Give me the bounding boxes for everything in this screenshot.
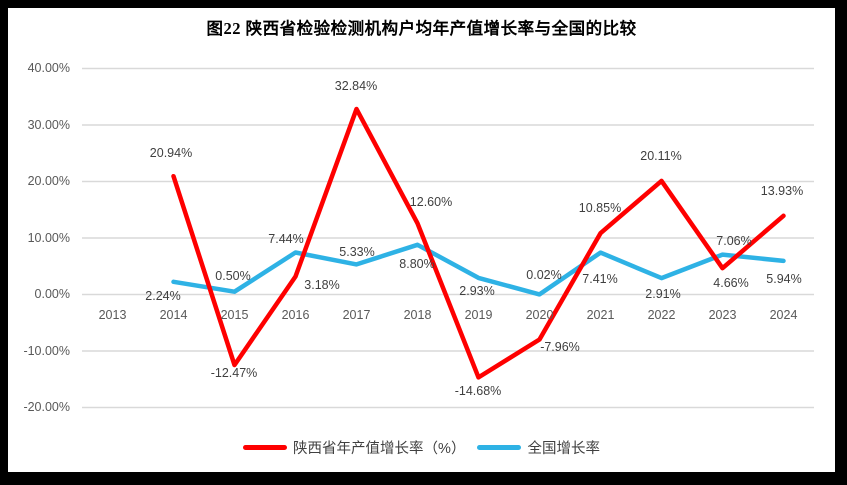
data-label: 3.18% (304, 278, 340, 292)
data-label: 13.93% (760, 184, 804, 198)
data-label: 2.91% (645, 287, 681, 301)
x-tick-label: 2024 (769, 308, 798, 322)
data-label: -12.47% (210, 366, 258, 380)
data-label: 10.85% (578, 201, 622, 215)
y-tick-label: 20.00% (27, 174, 70, 188)
chart-canvas (8, 8, 835, 472)
y-tick-label: 10.00% (27, 230, 70, 245)
series-line-shaanxi (171, 106, 786, 380)
data-label: 0.50% (215, 269, 251, 283)
data-label: 32.84% (334, 79, 378, 93)
y-tick-label: -10.00% (23, 343, 70, 358)
data-label: 5.94% (766, 272, 802, 286)
data-label: 7.41% (582, 272, 618, 286)
x-tick-label: 2015 (220, 308, 249, 322)
chart-title: 图22 陕西省检验检测机构户均年产值增长率与全国的比较 (206, 19, 637, 38)
legend-label-national: 全国增长率 (527, 440, 600, 457)
data-label: 12.60% (409, 195, 453, 209)
y-tick-label: 30.00% (27, 117, 70, 132)
x-tick-label: 2023 (708, 308, 737, 322)
data-label: 8.80% (399, 257, 435, 271)
x-tick-label: 2017 (342, 308, 371, 322)
data-label: 20.94% (149, 146, 193, 160)
legend-line-swatch-blue (477, 444, 522, 450)
x-tick-label: 2016 (281, 308, 310, 322)
data-label: -7.96% (540, 340, 580, 354)
legend-label-shaanxi: 陕西省年产值增长率（%） (293, 440, 466, 457)
legend-line-swatch-red (243, 444, 288, 450)
y-tick-label: 0.00% (34, 287, 70, 301)
legend-item-shaanxi: 陕西省年产值增长率（%） (243, 437, 465, 458)
x-tick-label: 2021 (586, 308, 615, 322)
data-label: 2.93% (459, 284, 495, 298)
x-tick-label: 2018 (403, 308, 432, 322)
legend: 陕西省年产值增长率（%） 全国增长率 (8, 437, 835, 458)
x-tick-label: 2013 (98, 308, 127, 322)
x-tick-label: 2022 (647, 308, 676, 322)
data-label: 7.06% (716, 234, 752, 248)
data-label: 0.02% (526, 268, 562, 282)
legend-item-national: 全国增长率 (477, 437, 600, 458)
y-tick-label: 40.00% (27, 61, 70, 75)
data-label: 20.11% (640, 149, 682, 163)
series-line-national (171, 242, 786, 297)
y-tick-label: -20.00% (23, 400, 70, 414)
data-label: 7.44% (268, 232, 304, 246)
x-tick-label: 2020 (525, 308, 554, 322)
x-tick-label: 2014 (159, 308, 188, 322)
data-label: -14.68% (454, 384, 502, 398)
data-label: 4.66% (713, 276, 749, 290)
data-label: 2.24% (145, 289, 181, 303)
data-label: 5.33% (339, 245, 375, 259)
x-tick-label: 2019 (464, 308, 493, 322)
